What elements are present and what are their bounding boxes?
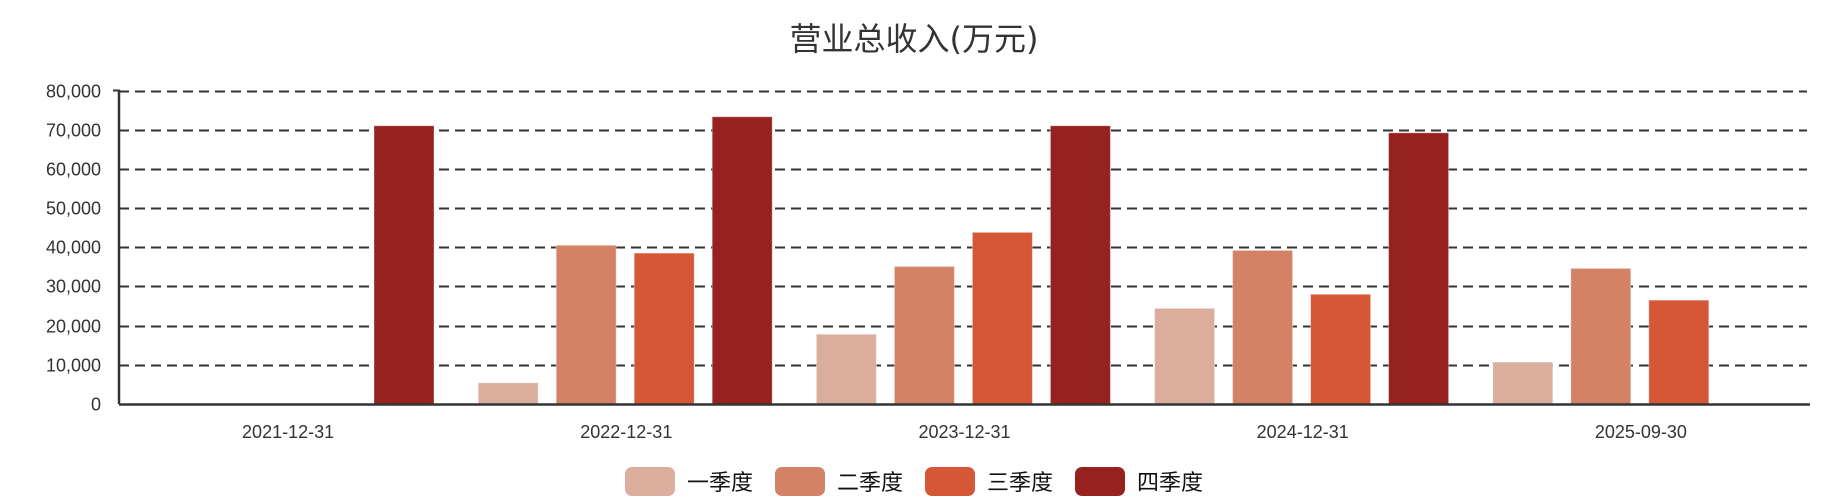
y-axis: 0 10,000 20,000 30,000 40,000 50,000 60,000 70,… — [46, 82, 121, 415]
x-tick-label: 2025-09-30 — [1595, 422, 1687, 442]
y-tick-label: 10,000 — [46, 356, 101, 376]
y-tick-label: 40,000 — [46, 238, 101, 258]
bars — [373, 116, 1710, 405]
gridlines — [119, 90, 1807, 367]
legend-swatch-q1 — [624, 466, 675, 496]
legend-label-q3: 三季度 — [987, 471, 1054, 496]
legend-swatch-q4 — [1075, 466, 1126, 496]
bar[interactable] — [893, 265, 955, 405]
bar[interactable] — [1310, 293, 1372, 405]
x-tick-label: 2022-12-31 — [580, 422, 672, 442]
legend-label-q2: 二季度 — [836, 471, 903, 496]
y-tick-label: 80,000 — [46, 82, 101, 102]
legend-label-q1: 一季度 — [686, 471, 753, 496]
bar[interactable] — [373, 125, 435, 405]
y-tick-label: 70,000 — [46, 121, 101, 141]
bar[interactable] — [555, 244, 617, 405]
bar[interactable] — [1232, 249, 1294, 405]
legend-swatch-q3 — [925, 466, 975, 496]
bar[interactable] — [633, 252, 695, 405]
bar[interactable] — [1049, 125, 1111, 405]
bar-chart: 0 10,000 20,000 30,000 40,000 50,000 60,000 70,… — [46, 82, 1810, 442]
y-tick-label: 60,000 — [46, 160, 101, 180]
legend-label-q4: 四季度 — [1137, 471, 1204, 496]
bar[interactable] — [1648, 299, 1710, 405]
legend-item-q3[interactable]: 三季度 — [925, 465, 1053, 497]
legend-swatch-q2 — [774, 466, 825, 496]
y-tick-label: 0 — [91, 395, 101, 415]
x-tick-label: 2024-12-31 — [1257, 422, 1349, 442]
bar[interactable] — [711, 116, 773, 405]
legend-item-q2[interactable]: 二季度 — [774, 465, 903, 497]
legend-item-q1[interactable]: 一季度 — [624, 465, 753, 497]
legend: 一季度 二季度 三季度 四季度 — [0, 465, 1828, 497]
y-tick-label: 30,000 — [46, 277, 101, 297]
bar[interactable] — [1154, 307, 1216, 405]
y-tick-label: 20,000 — [46, 317, 101, 337]
y-tick-label: 50,000 — [46, 199, 101, 219]
bar[interactable] — [971, 231, 1033, 405]
bar[interactable] — [477, 382, 539, 405]
x-tick-label: 2023-12-31 — [918, 422, 1010, 442]
chart-title: 营业总收入(万元) — [789, 20, 1039, 58]
bar[interactable] — [1570, 267, 1632, 405]
x-tick-label: 2021-12-31 — [242, 422, 334, 442]
x-axis: 2021-12-31 2022-12-31 2023-12-31 2024-12-31… — [119, 403, 1810, 442]
bar[interactable] — [815, 333, 877, 405]
legend-item-q4[interactable]: 四季度 — [1075, 465, 1203, 497]
bar[interactable] — [1388, 132, 1450, 405]
bar[interactable] — [1492, 361, 1554, 405]
